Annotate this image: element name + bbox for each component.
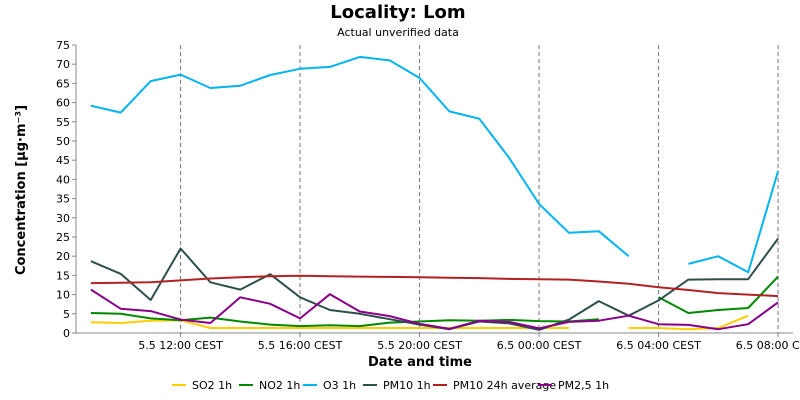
y-tick-label: 0 — [63, 327, 70, 340]
chart-title: Locality: Lom — [330, 2, 465, 23]
x-axis-label: Date and time — [368, 355, 472, 370]
y-tick-label: 55 — [56, 116, 70, 129]
x-tick-label: 6.5 08:00 CEST — [736, 339, 800, 352]
y-tick-label: 50 — [56, 135, 70, 148]
y-tick-label: 45 — [56, 154, 70, 167]
legend-label: SO2 1h — [192, 379, 232, 392]
y-tick-label: 20 — [56, 250, 70, 263]
series-line — [658, 275, 779, 314]
y-tick-label: 10 — [56, 289, 70, 302]
y-tick-label: 40 — [56, 173, 70, 186]
legend-item: O3 1h — [303, 379, 356, 392]
series-3 — [90, 237, 779, 331]
x-tick-label: 5.5 16:00 CEST — [258, 339, 343, 352]
series-4 — [90, 274, 779, 298]
y-tick-label: 35 — [56, 193, 70, 206]
series-1 — [90, 275, 779, 328]
series-line — [628, 314, 749, 331]
legend-item: NO2 1h — [239, 379, 300, 392]
legend-item: SO2 1h — [172, 379, 232, 392]
series-line — [688, 170, 780, 274]
plot-area: 5.5 12:00 CEST 5.5 16:00 CEST 5.5 20:00 CE… — [56, 39, 800, 352]
y-tick-label: 30 — [56, 212, 70, 225]
series-line — [90, 237, 779, 331]
series-line — [90, 288, 779, 331]
legend-label: O3 1h — [323, 379, 356, 392]
legend-label: NO2 1h — [259, 379, 300, 392]
y-tick-label: 5 — [63, 308, 70, 321]
legend-item: PM10 24h average — [433, 379, 556, 392]
y-tick-label: 65 — [56, 77, 70, 90]
x-tick-label: 6.5 04:00 CEST — [616, 339, 701, 352]
series-2 — [90, 55, 780, 274]
legend-item: PM10 1h — [363, 379, 431, 392]
y-axis-label: Concentration [µg·m⁻³] — [14, 105, 29, 275]
chart-subtitle: Actual unverified data — [337, 26, 459, 39]
legend-label: PM10 24h average — [453, 379, 556, 392]
x-tick-label: 6.5 00:00 CEST — [497, 339, 582, 352]
y-tick-label: 75 — [56, 39, 70, 52]
y-tick-label: 70 — [56, 58, 70, 71]
x-tick-label: 5.5 20:00 CEST — [377, 339, 462, 352]
series-5 — [90, 288, 779, 331]
series-line — [90, 312, 599, 328]
y-tick-label: 15 — [56, 269, 70, 282]
legend: SO2 1h NO2 1h O3 1h PM10 1h PM10 24h average… — [172, 379, 609, 392]
legend-item: PM2,5 1h — [538, 379, 609, 392]
y-tick-label: 25 — [56, 231, 70, 244]
legend-label: PM10 1h — [383, 379, 431, 392]
x-tick-label: 5.5 12:00 CEST — [138, 339, 223, 352]
series-line — [90, 55, 630, 257]
legend-label: PM2,5 1h — [558, 379, 609, 392]
y-tick-label: 60 — [56, 97, 70, 110]
series-line — [90, 274, 779, 298]
